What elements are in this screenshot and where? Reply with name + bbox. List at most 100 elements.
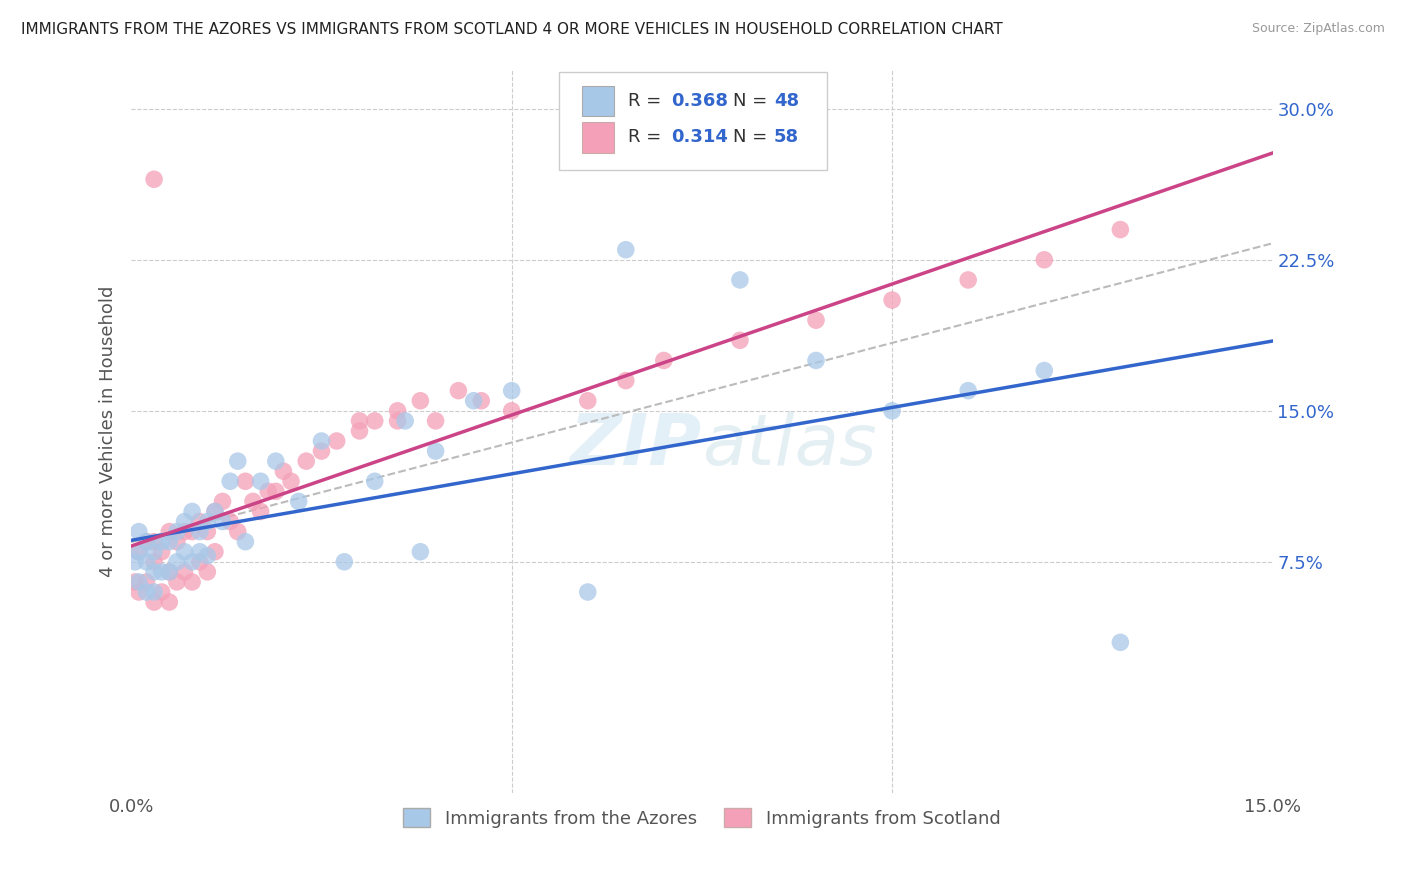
- Point: [135, 534, 157, 549]
- Point: [226, 524, 249, 539]
- Point: [501, 404, 523, 418]
- Point: [173, 515, 195, 529]
- Point: [280, 475, 302, 489]
- Point: [652, 353, 675, 368]
- Point: [143, 555, 166, 569]
- Text: 0.368: 0.368: [671, 92, 728, 110]
- Point: [143, 585, 166, 599]
- Point: [804, 353, 827, 368]
- FancyBboxPatch shape: [560, 72, 827, 170]
- Text: N =: N =: [733, 92, 773, 110]
- Point: [143, 534, 166, 549]
- Point: [501, 384, 523, 398]
- Point: [135, 534, 157, 549]
- Y-axis label: 4 or more Vehicles in Household: 4 or more Vehicles in Household: [100, 285, 117, 576]
- Point: [295, 454, 318, 468]
- Point: [128, 585, 150, 599]
- Point: [173, 524, 195, 539]
- Point: [1109, 222, 1132, 236]
- Point: [235, 534, 257, 549]
- Point: [166, 524, 188, 539]
- Point: [880, 293, 903, 307]
- Point: [614, 243, 637, 257]
- Point: [614, 374, 637, 388]
- Point: [181, 574, 204, 589]
- Point: [387, 414, 409, 428]
- Point: [166, 534, 188, 549]
- Point: [311, 444, 333, 458]
- Point: [150, 585, 173, 599]
- Point: [195, 565, 218, 579]
- Point: [195, 524, 218, 539]
- Point: [181, 504, 204, 518]
- Point: [195, 549, 218, 563]
- Point: [957, 273, 980, 287]
- Text: 48: 48: [773, 92, 799, 110]
- Point: [157, 534, 180, 549]
- Point: [409, 393, 432, 408]
- Point: [273, 464, 295, 478]
- Point: [257, 484, 280, 499]
- Point: [195, 515, 218, 529]
- Point: [249, 475, 271, 489]
- Point: [394, 414, 416, 428]
- Point: [333, 555, 356, 569]
- Point: [211, 494, 233, 508]
- Point: [135, 574, 157, 589]
- Point: [157, 565, 180, 579]
- Legend: Immigrants from the Azores, Immigrants from Scotland: Immigrants from the Azores, Immigrants f…: [396, 801, 1008, 835]
- Point: [311, 434, 333, 448]
- Point: [181, 555, 204, 569]
- Point: [143, 595, 166, 609]
- Point: [204, 504, 226, 518]
- Point: [728, 334, 751, 348]
- Point: [957, 384, 980, 398]
- Point: [188, 515, 211, 529]
- Point: [387, 404, 409, 418]
- Bar: [582, 86, 614, 116]
- Point: [880, 404, 903, 418]
- Point: [325, 434, 347, 448]
- Point: [150, 565, 173, 579]
- Point: [128, 545, 150, 559]
- Point: [287, 494, 309, 508]
- Point: [447, 384, 470, 398]
- Point: [576, 393, 599, 408]
- Point: [470, 393, 492, 408]
- Point: [409, 545, 432, 559]
- Point: [135, 585, 157, 599]
- Point: [425, 444, 447, 458]
- Point: [150, 545, 173, 559]
- Point: [128, 545, 150, 559]
- Point: [264, 484, 287, 499]
- Point: [166, 574, 188, 589]
- Point: [188, 524, 211, 539]
- Point: [219, 475, 242, 489]
- Text: N =: N =: [733, 128, 773, 146]
- Point: [128, 574, 150, 589]
- Point: [219, 515, 242, 529]
- Text: atlas: atlas: [702, 411, 876, 480]
- Text: 0.314: 0.314: [671, 128, 728, 146]
- Bar: [582, 122, 614, 153]
- Text: Source: ZipAtlas.com: Source: ZipAtlas.com: [1251, 22, 1385, 36]
- Point: [349, 424, 371, 438]
- Point: [188, 555, 211, 569]
- Text: IMMIGRANTS FROM THE AZORES VS IMMIGRANTS FROM SCOTLAND 4 OR MORE VEHICLES IN HOU: IMMIGRANTS FROM THE AZORES VS IMMIGRANTS…: [21, 22, 1002, 37]
- Point: [242, 494, 264, 508]
- Point: [157, 524, 180, 539]
- Point: [173, 545, 195, 559]
- Point: [204, 545, 226, 559]
- Point: [204, 504, 226, 518]
- Point: [364, 414, 387, 428]
- Text: ZIP: ZIP: [569, 411, 702, 480]
- Point: [124, 555, 146, 569]
- Point: [157, 565, 180, 579]
- Text: 58: 58: [773, 128, 799, 146]
- Point: [211, 515, 233, 529]
- Point: [226, 454, 249, 468]
- Point: [249, 504, 271, 518]
- Point: [166, 555, 188, 569]
- Point: [150, 534, 173, 549]
- Point: [364, 475, 387, 489]
